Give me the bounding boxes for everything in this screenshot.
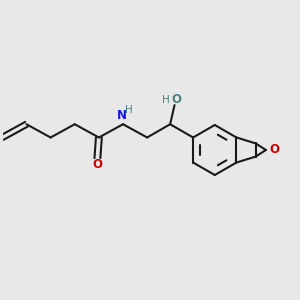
Text: O: O [171, 93, 181, 106]
Text: O: O [269, 143, 279, 157]
Text: H: H [125, 105, 133, 115]
Text: H: H [162, 95, 170, 105]
Text: O: O [92, 158, 102, 171]
Text: N: N [117, 110, 127, 122]
